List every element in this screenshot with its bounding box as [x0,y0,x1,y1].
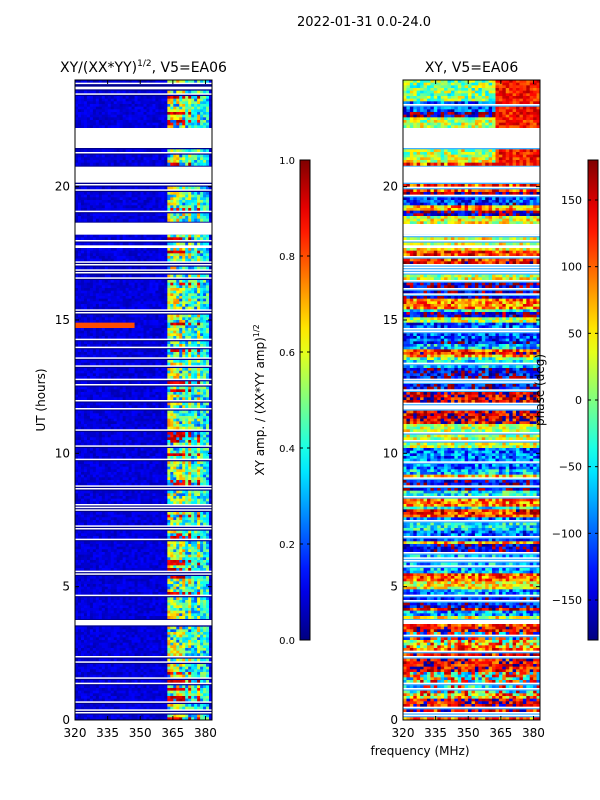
y-tick-label: 10 [55,446,70,460]
data-gap-5 [403,166,540,183]
data-gap-6 [75,86,212,90]
plot-frame [402,79,541,721]
colorbar-label: XY amp. / (XX*YY amp)1/2 [252,324,267,475]
data-gap-1 [403,620,540,624]
colorbar-tick-label: 1.0 [279,156,295,167]
colorbar-tick-label: −100 [552,527,582,540]
heatmap [75,80,212,720]
data-gap-3 [75,222,212,235]
colorbar-tick-label: 50 [568,327,582,340]
x-axis-label: frequency (MHz) [370,744,469,758]
x-tick-label: 320 [392,726,415,740]
colorbar-tick-label: 0.8 [279,252,295,263]
x-tick-label: 335 [96,726,119,740]
y-tick-label: 15 [383,313,398,327]
figure-suptitle: 2022-01-31 0.0-24.0 [297,15,431,30]
y-tick-label: 10 [383,446,398,460]
data-gap-2 [403,405,540,410]
x-tick-label: 380 [194,726,217,740]
data-gap-2 [75,245,212,248]
x-tick-label: 350 [457,726,480,740]
y-tick-label: 0 [62,713,70,727]
x-tick-label: 365 [161,726,184,740]
y-axis-label: UT (hours) [34,368,48,431]
colorbar-tick-label: 0.2 [279,540,295,551]
y-tick-label: 0 [390,713,398,727]
colorbar-tick-label: 150 [561,194,582,207]
x-tick-label: 320 [64,726,87,740]
colorbar-tick-label: −150 [552,594,582,607]
x-tick-label: 350 [129,726,152,740]
colorbar-label: phase (deg) [533,354,547,426]
panel-title: XY/(XX*YY)1/2, V5=EA06 [60,59,227,76]
y-tick-label: 5 [390,580,398,594]
y-tick-label: 20 [55,180,70,194]
colorbar-gradient [299,159,311,641]
y-tick-label: 20 [383,180,398,194]
colorbar-tick-label: −50 [559,461,582,474]
data-gap-4 [403,224,540,235]
y-tick-label: 5 [62,580,70,594]
plot-frame [74,79,213,721]
panel-title: XY, V5=EA06 [425,60,519,76]
panel-1: XY/(XX*YY)1/2, V5=EA06 320 335 350 365 380 0 5 1… [34,59,311,740]
colorbar-tick-label: 100 [561,261,582,274]
panels: XY/(XX*YY)1/2, V5=EA06 320 335 350 365 380 0 5 1… [34,59,599,740]
colorbar-tick-label: 0.4 [279,444,295,455]
data-gap-3 [403,245,540,248]
colorbar-tick-label: 0.6 [279,348,295,359]
panel-2: XY, V5=EA06 320 335 350 365 380 0 5 10 15 20 150 100… [383,60,599,740]
colorbar-tick-label: 0.0 [279,636,295,647]
x-tick-label: 335 [424,726,447,740]
colorbar-tick-label: 0 [575,394,582,407]
data-gap-1 [75,620,212,626]
y-tick-label: 15 [55,313,70,327]
x-tick-label: 365 [489,726,512,740]
heatmap [403,80,540,720]
colorbar: 150 100 50 0 −50 −100 −150 phase (deg) [533,159,599,641]
data-gap-5 [75,128,212,148]
data-gap-6 [403,128,540,148]
data-gap-4 [75,166,212,183]
colorbar: 0.0 0.2 0.4 0.6 0.8 1.0 XY amp. / (XX*YY amp)1… [252,156,311,647]
x-tick-label: 380 [522,726,545,740]
